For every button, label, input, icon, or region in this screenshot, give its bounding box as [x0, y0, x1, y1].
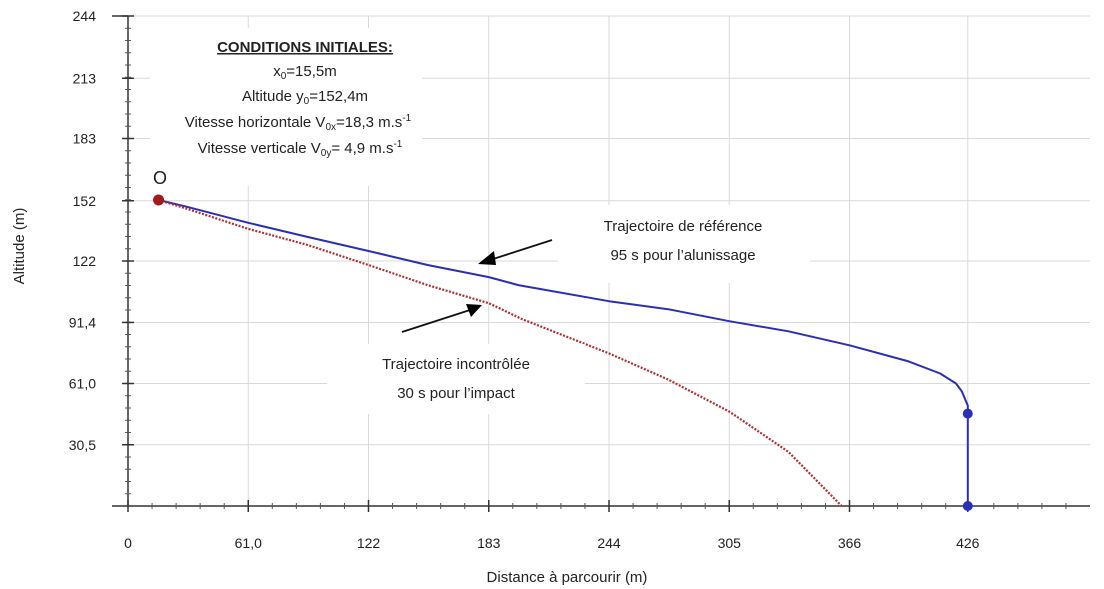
- uncontrolled-arrow-shaft: [401, 309, 471, 333]
- uncontrolled-trajectory-line: [158, 198, 843, 507]
- axes: [112, 15, 1090, 512]
- x-tick-label: 183: [477, 535, 501, 551]
- x-axis-title: Distance à parcourir (m): [487, 569, 648, 586]
- plot-area: [153, 194, 973, 511]
- reference-trajectory-line: [158, 199, 969, 506]
- x-tick-label: 61,0: [235, 535, 262, 551]
- y-ticks: 30,5 61,0 91,4 122 152 183 213 244: [69, 8, 96, 453]
- x-tick-label: 122: [357, 535, 381, 551]
- grid: [128, 15, 1090, 506]
- x-tick-label: 305: [718, 535, 742, 551]
- x-ticks: 0 61,0 122 183 244 305 366 426: [124, 535, 980, 551]
- annotation-uncontrolled: Trajectoire incontrôlée 30 s pour l’impa…: [327, 344, 585, 414]
- y-tick-label: 122: [73, 253, 97, 269]
- reference-arrow-head: [478, 251, 496, 265]
- condition-x0: x0=15,5m: [273, 63, 337, 82]
- y-tick-label: 244: [73, 8, 97, 24]
- y-tick-label: 213: [73, 70, 97, 86]
- reference-trajectory-marker: [962, 501, 973, 511]
- annotation-reference-line-2: 95 s pour l’alunissage: [610, 247, 755, 264]
- y-tick-label: 91,4: [69, 314, 96, 330]
- initial-conditions-box: CONDITIONS INITIALES: x0=15,5m Altitude …: [150, 28, 422, 186]
- x-tick-label: 0: [124, 535, 132, 551]
- origin-point: [153, 194, 165, 206]
- annotation-reference-line-1: Trajectoire de référence: [604, 218, 763, 235]
- y-axis-title: Altitude (m): [11, 208, 28, 285]
- y-tick-label: 30,5: [69, 437, 96, 453]
- annotation-uncontrolled-line-1: Trajectoire incontrôlée: [382, 356, 530, 373]
- y-tick-label: 152: [73, 193, 97, 209]
- annotation-reference: Trajectoire de référence 95 s pour l’alu…: [558, 205, 810, 283]
- reference-arrow-shaft: [489, 239, 553, 261]
- x-tick-label: 366: [838, 535, 862, 551]
- x-tick-label: 244: [597, 535, 621, 551]
- uncontrolled-arrow-head: [466, 304, 482, 317]
- condition-y0: Altitude y0=152,4m: [242, 88, 368, 107]
- x-tick-label: 426: [956, 535, 980, 551]
- y-tick-label: 61,0: [69, 376, 96, 392]
- reference-trajectory-marker: [962, 408, 973, 419]
- condition-v0x: Vitesse horizontale V0x=18,3 m.s-1: [185, 113, 412, 133]
- annotations: [401, 239, 553, 333]
- origin-label: O: [153, 168, 167, 188]
- y-tick-label: 183: [73, 131, 97, 147]
- conditions-title: CONDITIONS INITIALES:: [217, 39, 393, 56]
- annotation-uncontrolled-line-2: 30 s pour l’impact: [397, 385, 515, 402]
- condition-v0y: Vitesse verticale V0y= 4,9 m.s-1: [198, 139, 403, 159]
